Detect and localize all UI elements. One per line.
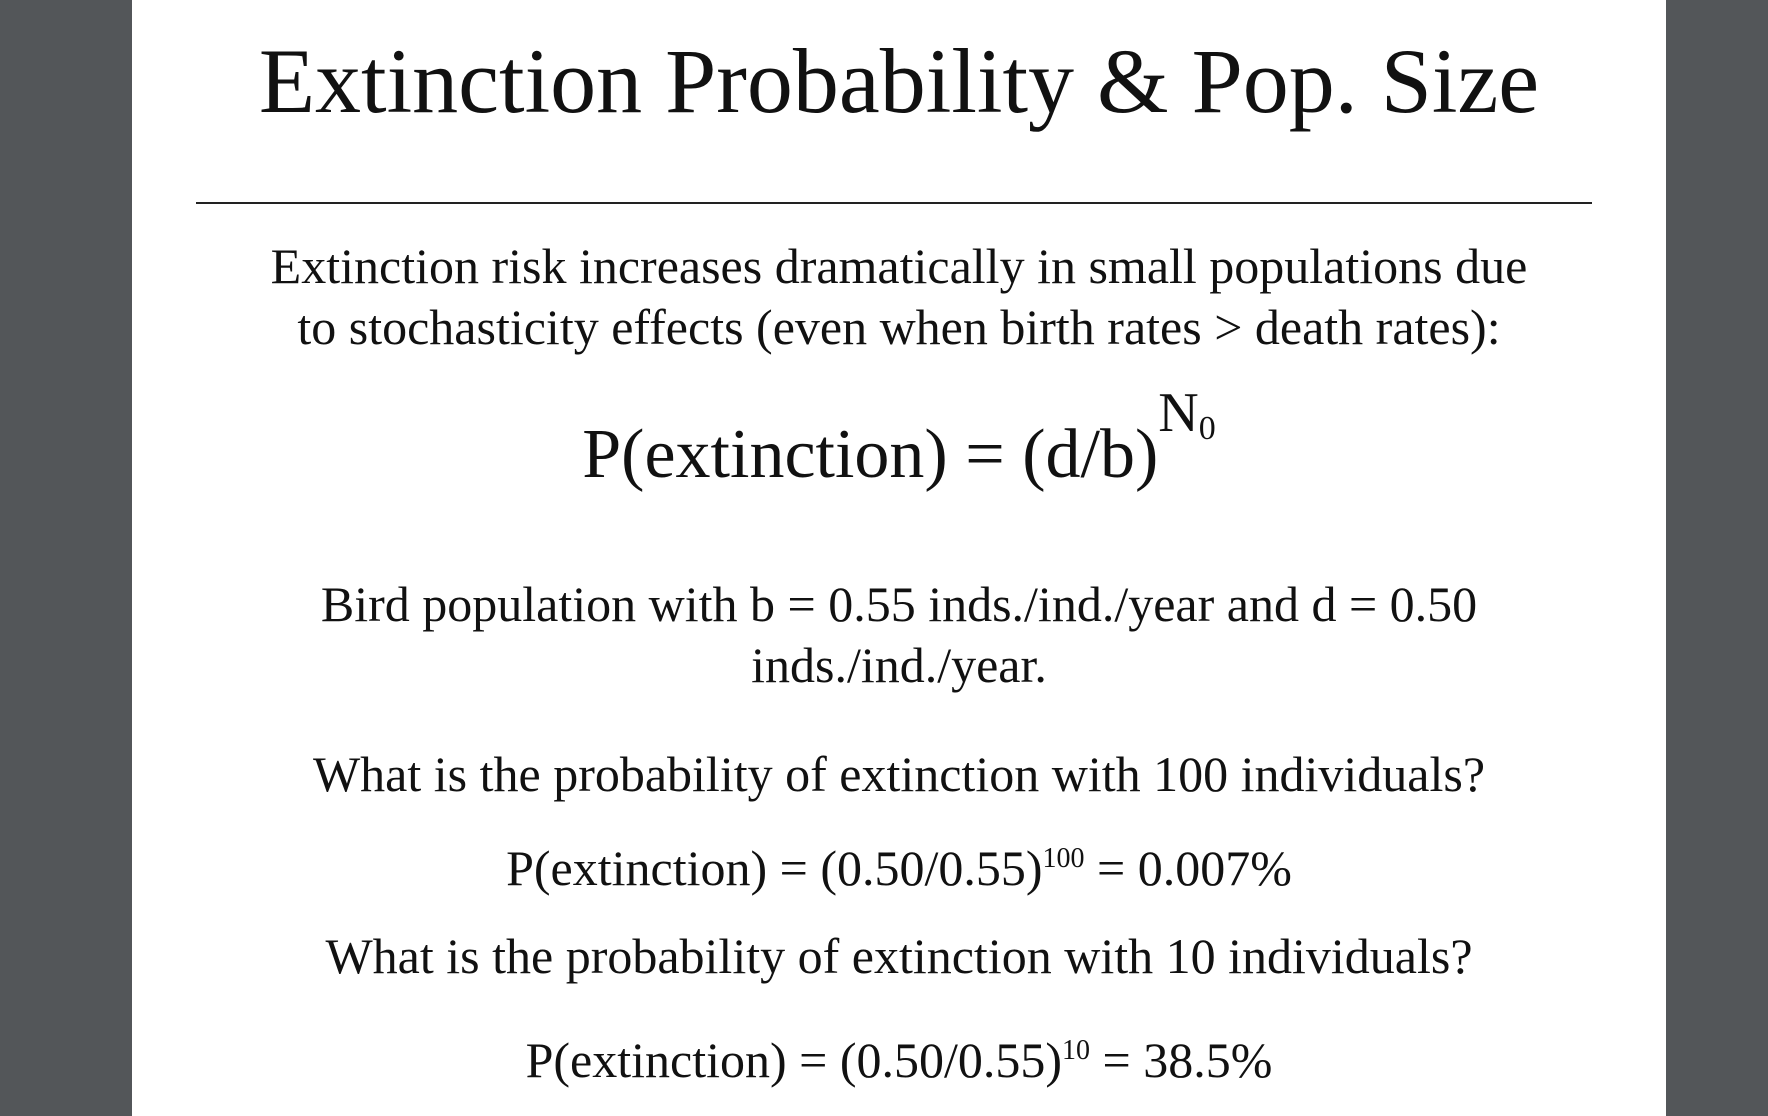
question-10: What is the probability of extinction wi… — [325, 928, 1473, 984]
example-line-2: inds./ind./year. — [751, 637, 1047, 693]
formula-exponent: N0 — [1158, 382, 1216, 447]
slide-page: Extinction Probability & Pop. Size Extin… — [132, 0, 1666, 1116]
answer-100-base: P(extinction) = (0.50/0.55) — [506, 840, 1043, 896]
answer-10-result: = 38.5% — [1090, 1032, 1273, 1088]
formula-exponent-n: N — [1158, 382, 1199, 444]
question-100: What is the probability of extinction wi… — [312, 746, 1486, 802]
example-paragraph: Bird population with b = 0.55 inds./ind.… — [132, 574, 1666, 696]
formula-exponent-subscript: 0 — [1198, 410, 1216, 447]
intro-paragraph: Extinction risk increases dramatically i… — [132, 236, 1666, 358]
answer-100-result: = 0.007% — [1084, 840, 1292, 896]
answer-100: P(extinction) = (0.50/0.55)100 = 0.007% — [132, 838, 1666, 899]
answer-100-exponent: 100 — [1042, 843, 1085, 874]
slide-title: Extinction Probability & Pop. Size — [258, 30, 1540, 132]
intro-line-2: to stochasticity effects (even when birt… — [297, 299, 1501, 355]
intro-line-1: Extinction risk increases dramatically i… — [270, 238, 1528, 294]
formula-lhs: P(extinction) = (d/b) — [582, 416, 1159, 493]
extinction-formula: P(extinction) = (d/b)N0 — [132, 385, 1666, 500]
title-divider — [196, 202, 1592, 204]
answer-10-exponent: 10 — [1062, 1035, 1091, 1066]
answer-10: P(extinction) = (0.50/0.55)10 = 38.5% — [132, 1030, 1666, 1091]
example-line-1: Bird population with b = 0.55 inds./ind.… — [320, 576, 1478, 632]
answer-10-base: P(extinction) = (0.50/0.55) — [525, 1032, 1063, 1088]
